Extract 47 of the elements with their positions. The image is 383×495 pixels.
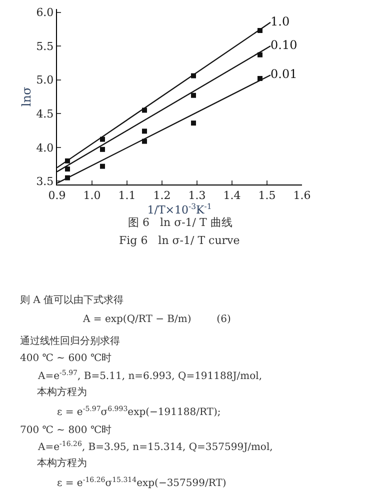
x-tick-label: 1.4 [223, 188, 241, 202]
text: A = exp(Q/RT − B/m) (6) [82, 314, 231, 325]
point [65, 166, 70, 172]
text: 通过线性回归分别求得 [20, 335, 120, 347]
text: 则 A 值可以由下式求得 [20, 294, 124, 306]
series-label: 0.10 [270, 38, 298, 52]
point [258, 76, 262, 81]
point [100, 164, 105, 169]
point [142, 108, 147, 113]
text: ε = e$^{-5.97}$σ$^{6.993}$exp(−191188/RT); [57, 405, 221, 418]
y-tick-label: 6.0 [36, 6, 54, 20]
x-tick-label: 1.1 [118, 188, 136, 202]
text: ε = e$^{-16.26}$σ$^{15.314}$exp(−357599/RT) [57, 476, 226, 490]
y-tick-label: 5.0 [36, 74, 54, 87]
y-axis-title: lnσ [20, 86, 34, 107]
point [142, 138, 147, 144]
y-tick-label: 3.5 [36, 175, 54, 188]
y-tick-label: 4.5 [36, 107, 54, 120]
point [100, 136, 105, 142]
x-tick-label: 1.3 [188, 188, 206, 202]
series-label: 1.0 [270, 14, 290, 28]
point [258, 28, 262, 33]
point [65, 175, 70, 180]
point [65, 158, 70, 164]
point [142, 128, 147, 134]
point [100, 146, 105, 152]
x-tick-label: 1.0 [83, 188, 101, 202]
x-axis-title: 1/T×10$^{-3}$K$^{-1}$ [147, 202, 212, 216]
point [191, 73, 196, 78]
text: A=e$^{-16.26}$, B=3.95, n=15.314, Q=357599J/mol, [37, 440, 273, 454]
text: 700 ℃ ~ 800 ℃时 [20, 424, 112, 436]
x-tick-label: 1.6 [293, 188, 311, 202]
x-tick-label: 0.9 [48, 188, 66, 202]
text: 本构方程为 [37, 386, 87, 398]
point [191, 92, 196, 98]
caption: Fig 6 ln σ-1/ T curve [119, 234, 240, 247]
caption: 图 6 ln σ-1/ T 曲线 [128, 216, 232, 229]
text: A=e$^{-5.97}$, B=5.11, n=6.993, Q=191188J/mol, [37, 369, 262, 382]
y-tick-label: 4.0 [36, 141, 54, 154]
y-tick-label: 5.5 [36, 40, 54, 53]
text: 本构方程为 [37, 457, 87, 469]
x-tick-label: 1.2 [153, 188, 171, 202]
x-tick-label: 1.5 [258, 188, 276, 202]
point [258, 52, 262, 58]
series-label: 0.01 [270, 67, 298, 82]
point [191, 120, 196, 126]
text: 400 ℃ ~ 600 ℃时 [20, 352, 112, 364]
